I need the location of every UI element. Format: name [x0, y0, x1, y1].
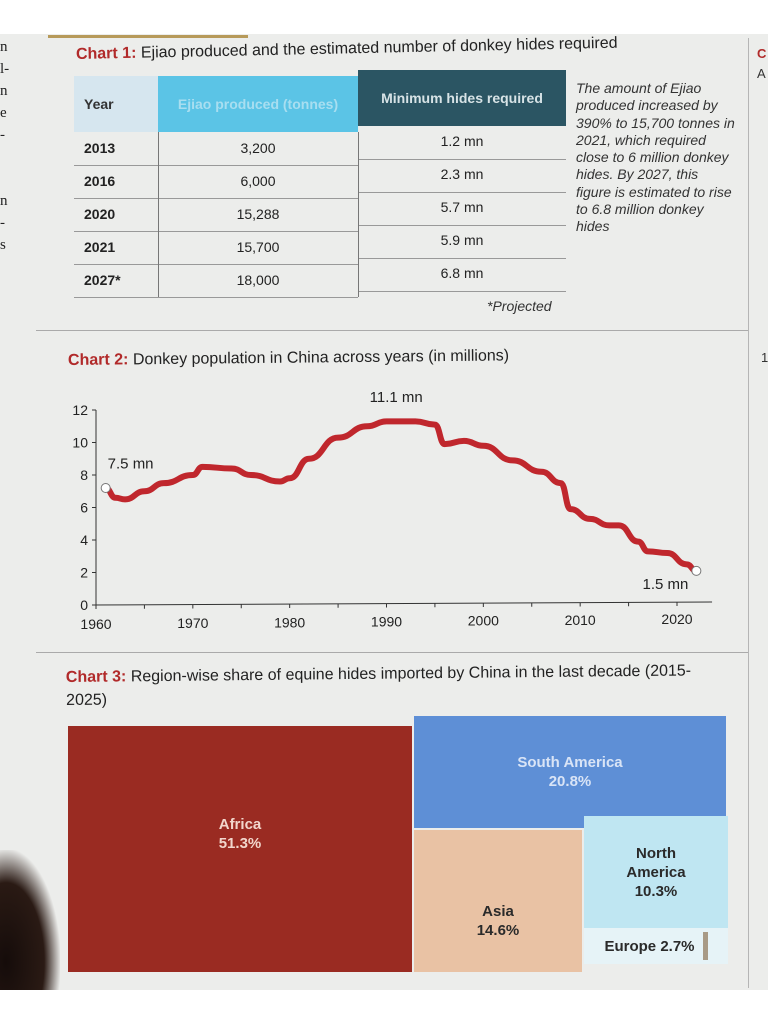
y-tick-label: 8: [80, 467, 88, 483]
table-header-min-hides: Minimum hides required: [358, 70, 566, 126]
cell-ejiao: 6,000: [240, 173, 276, 189]
y-tick-label: 4: [80, 532, 88, 548]
tile-label: North America: [626, 844, 686, 881]
tile-label: Africa: [218, 816, 262, 833]
decorative-strip: [48, 35, 248, 38]
chart3-title-text: Region-wise share of equine hides import…: [66, 662, 692, 709]
table-row: 2027* 18,000: [74, 264, 358, 298]
cell-ejiao: 3,200: [240, 140, 276, 156]
cell-year: 2021: [84, 239, 116, 255]
x-tick-label: 2000: [468, 613, 499, 629]
right-column-number-fragment: 1: [761, 350, 768, 365]
donkey-population-line-chart: 0 2 4 6 8 10 12 1960 1970 1980 1990 2000 2010 2020 7.5…: [72, 390, 713, 632]
chart1-note: The amount of Ejiao produced increased b…: [576, 80, 735, 235]
table-column-divider: [158, 132, 159, 297]
left-column-text-line: n: [0, 83, 8, 99]
table-column-divider: [358, 132, 359, 297]
population-line: [102, 418, 700, 574]
right-column-title-fragment: C: [757, 46, 767, 61]
treemap-tile-asia: Asia 14.6%: [414, 830, 582, 972]
cell-ejiao: 15,700: [236, 239, 280, 255]
cell-min-hides: 1.2 mn: [358, 126, 566, 160]
cell-ejiao: 18,000: [236, 272, 280, 288]
treemap-tile-africa: Africa 51.3%: [68, 726, 412, 972]
left-column-text-line: s: [0, 237, 6, 253]
x-tick-label: 2020: [661, 611, 692, 627]
left-column-text-line: e: [0, 105, 7, 121]
cell-min-hides: 5.9 mn: [358, 225, 566, 259]
table-header-year: Year: [74, 76, 158, 132]
x-tick-label: 1970: [177, 615, 208, 631]
chart2-title-text: Donkey population in China across years …: [132, 347, 510, 369]
y-tick-label: 10: [72, 435, 88, 451]
chart3-label: Chart 3:: [65, 668, 127, 687]
table-row: 2020 15,288: [74, 198, 358, 232]
y-tick-label: 12: [72, 402, 88, 418]
tile-value: 51.3%: [218, 835, 262, 852]
tile-value: 2.7%: [660, 937, 695, 955]
cell-year: 2016: [84, 173, 116, 189]
tile-label: Europe: [604, 937, 657, 955]
tile-label: Asia: [482, 903, 514, 920]
table-header-ejiao: Ejiao produced (tonnes): [158, 76, 358, 132]
equine-hides-treemap: Africa 51.3% South America 20.8% Asia 14…: [68, 716, 728, 972]
left-column-text-line: [0, 146, 14, 168]
x-tick-label: 1960: [80, 616, 111, 632]
start-marker: [100, 483, 111, 493]
left-column-text-line: n: [0, 193, 8, 209]
tile-value: 14.6%: [476, 922, 520, 939]
x-tick-label: 1990: [371, 614, 402, 630]
chart1-label: Chart 1:: [75, 44, 137, 63]
treemap-tile-europe: Europe 2.7%: [584, 928, 728, 964]
right-column-fragment: C A 1: [748, 38, 768, 988]
treemap-tile-south-america: South America 20.8%: [414, 716, 726, 828]
europe-swatch: [702, 932, 708, 960]
x-axis: [91, 601, 713, 606]
table-row: 2013 3,200: [74, 132, 358, 166]
y-tick-label: 6: [80, 500, 88, 516]
left-column-text-fragment: n l-n e - n - s: [0, 36, 14, 256]
right-column-text-fragment: A: [757, 66, 766, 81]
finger-shadow: [0, 850, 60, 990]
left-column-text-line: l-: [0, 61, 10, 77]
tile-label: South America: [517, 754, 623, 771]
chart3-title: Chart 3: Region-wise share of equine hid…: [66, 659, 726, 712]
annotation-start-value: 7.5 mn: [108, 456, 154, 473]
end-marker: [691, 565, 702, 576]
cell-min-hides: 2.3 mn: [358, 159, 566, 193]
section-divider: [36, 652, 748, 653]
cell-year: 2013: [84, 140, 116, 156]
annotation-peak-value: 11.1 mn: [370, 390, 423, 406]
chart2-label: Chart 2:: [67, 351, 129, 369]
chart1-footnote: *Projected: [487, 298, 552, 314]
annotation-end-value: 1.5 mn: [643, 576, 689, 593]
left-column-text-line: n: [0, 39, 8, 55]
x-tick-label: 1980: [274, 614, 305, 630]
cell-min-hides: 6.8 mn: [358, 258, 566, 292]
y-tick-label: 0: [80, 597, 88, 613]
y-tick-label: 2: [80, 565, 88, 581]
left-column-text-line: -: [0, 215, 5, 231]
section-divider: [36, 330, 748, 331]
tile-value: 20.8%: [548, 773, 592, 790]
cell-ejiao: 15,288: [236, 206, 280, 222]
left-column-text-line: -: [0, 127, 5, 143]
table-row: 2016 6,000: [74, 165, 358, 199]
tile-value: 10.3%: [634, 882, 678, 900]
cell-min-hides: 5.7 mn: [358, 192, 566, 226]
treemap-tile-north-america: North America 10.3%: [584, 816, 728, 928]
table-row: 2021 15,700: [74, 231, 358, 265]
left-column-text-line: [0, 168, 14, 190]
cell-year: 2027*: [84, 272, 121, 288]
x-tick-label: 2010: [565, 612, 596, 628]
cell-year: 2020: [84, 206, 116, 222]
